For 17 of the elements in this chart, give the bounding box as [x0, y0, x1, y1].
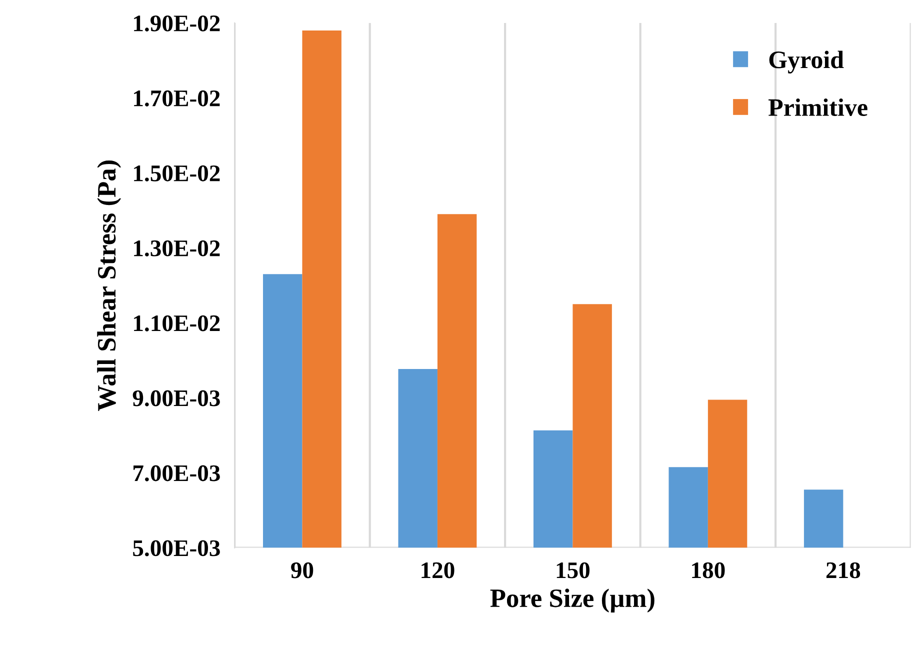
y-tick-label: 5.00E-03 [133, 540, 220, 556]
x-tick-label: 120 [422, 562, 454, 578]
y-tick-label: 1.30E-02 [134, 240, 220, 256]
y-tick-label: 1.10E-02 [134, 315, 220, 332]
x-tick-label: 90 [291, 562, 314, 578]
x-axis-title: Pore Size (µm) [490, 588, 654, 613]
y-tick-label: 1.70E-02 [134, 90, 220, 106]
y-axis-title: Wall Shear Stress (Pa) [97, 160, 122, 411]
y-tick-label: 7.00E-03 [134, 465, 220, 482]
y-tick-label: 1.90E-02 [134, 15, 220, 32]
y-tick-label: 1.50E-02 [134, 165, 220, 182]
x-tick-label: 150 [556, 562, 590, 578]
x-tick-label: 180 [692, 562, 725, 578]
legend-label: Primitive [768, 98, 868, 116]
legend-label: Gyroid [769, 50, 844, 74]
y-tick-label: 9.00E-03 [132, 390, 220, 406]
x-tick-label: 218 [826, 562, 860, 578]
